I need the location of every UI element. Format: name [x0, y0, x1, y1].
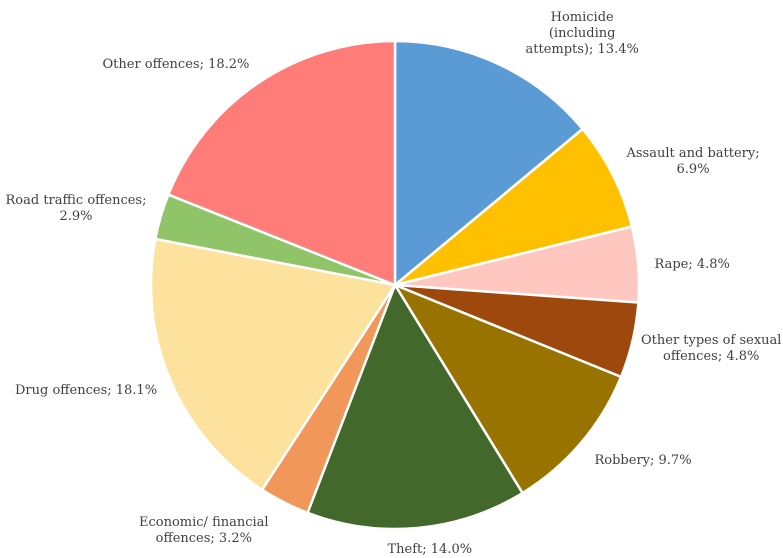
data-label-line: Drug offences; 18.1%: [15, 383, 158, 398]
pie-slice-other-offences: [167, 39, 397, 287]
data-label-theft: Theft; 14.0%: [388, 542, 473, 558]
pie-slice-theft: [306, 283, 524, 531]
data-label-assault-and-battery: Assault and battery; 6.9%: [627, 146, 760, 178]
data-label-line: Other types of sexual: [641, 333, 782, 348]
data-label-line: offences; 4.8%: [663, 349, 760, 364]
data-label-line: Economic/ financial: [139, 515, 269, 530]
pie-slice-robbery: [393, 283, 623, 495]
data-label-line: offences; 3.2%: [155, 531, 252, 546]
pie-slice-drug-offences: [149, 237, 397, 491]
data-label-other-offences: Other offences; 18.2%: [103, 57, 250, 73]
data-label-line: Homicide: [550, 10, 614, 25]
data-label-drug-offences: Drug offences; 18.1%: [15, 383, 157, 399]
data-label-line: Other offences; 18.2%: [102, 57, 250, 72]
data-label-line: Rape; 4.8%: [654, 257, 730, 272]
data-label-line: Robbery; 9.7%: [594, 453, 692, 468]
data-label-line: Road traffic offences;: [5, 193, 147, 208]
data-label-line: (including: [548, 26, 616, 41]
data-label-line: attempts); 13.4%: [525, 42, 639, 57]
pie-slice-assault-and-battery: [393, 127, 634, 287]
data-label-line: 2.9%: [59, 209, 93, 224]
data-label-other-types-of-sexual-offences: Other types of sexual offences; 4.8%: [641, 333, 781, 365]
data-label-economic-financial-offences: Economic/ financial offences; 3.2%: [139, 515, 269, 547]
pie-slice-homicide-including-attempts: [393, 39, 584, 287]
data-label-road-traffic-offences: Road traffic offences; 2.9%: [6, 193, 147, 225]
data-label-rape: Rape; 4.8%: [655, 257, 730, 273]
data-label-line: 6.9%: [676, 162, 710, 177]
data-label-homicide-including-attempts: Homicide (including attempts); 13.4%: [526, 10, 639, 58]
data-label-line: Assault and battery;: [626, 146, 760, 161]
data-label-robbery: Robbery; 9.7%: [595, 453, 692, 469]
data-label-line: Theft; 14.0%: [387, 542, 473, 557]
